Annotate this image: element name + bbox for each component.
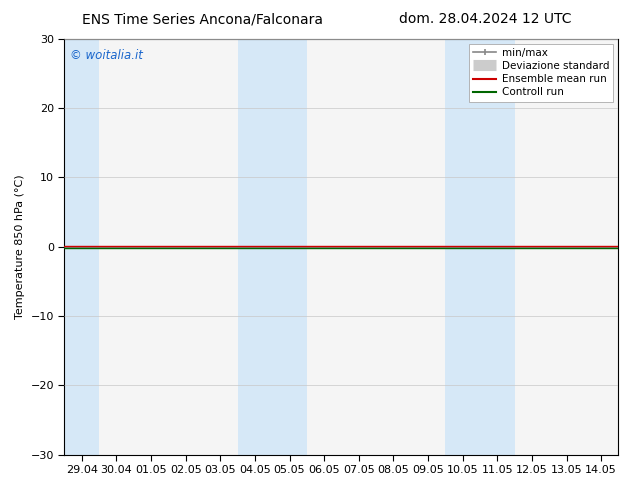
Text: dom. 28.04.2024 12 UTC: dom. 28.04.2024 12 UTC: [399, 12, 572, 26]
Legend: min/max, Deviazione standard, Ensemble mean run, Controll run: min/max, Deviazione standard, Ensemble m…: [469, 44, 613, 101]
Bar: [238, 39, 272, 455]
Bar: [445, 39, 480, 455]
Text: ENS Time Series Ancona/Falconara: ENS Time Series Ancona/Falconara: [82, 12, 323, 26]
Bar: [65, 39, 99, 455]
Text: © woitalia.it: © woitalia.it: [70, 49, 143, 62]
Y-axis label: Temperature 850 hPa (°C): Temperature 850 hPa (°C): [15, 174, 25, 319]
Bar: [272, 39, 307, 455]
Bar: [480, 39, 515, 455]
